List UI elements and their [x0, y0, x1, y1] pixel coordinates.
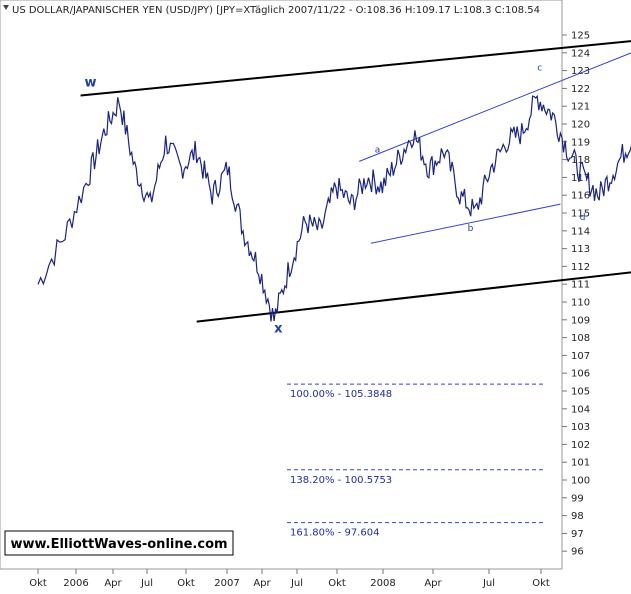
wave-label: c — [537, 64, 542, 74]
fib-level-label: 138.20% - 100.5753 — [290, 475, 392, 486]
y-tick-label: 106 — [571, 369, 590, 380]
y-tick-label: 110 — [571, 298, 590, 309]
fib-level-label: 100.00% - 105.3848 — [290, 389, 392, 400]
trendline — [80, 40, 631, 97]
y-tick-label: 98 — [571, 511, 584, 522]
wave-label: a — [375, 145, 381, 155]
y-tick-label: 117 — [571, 173, 590, 184]
y-tick-label: 100 — [571, 476, 590, 487]
wave-label: b — [468, 224, 474, 234]
x-tick-label: Okt — [328, 578, 346, 589]
wave-label: d — [580, 213, 586, 223]
y-tick-label: 114 — [571, 226, 590, 237]
x-tick-label: 2006 — [63, 578, 88, 589]
trendlines — [80, 40, 631, 323]
y-tick-label: 104 — [571, 404, 590, 415]
x-tick-label: Jul — [290, 578, 303, 589]
fib-level-label: 161.80% - 97.604 — [290, 528, 379, 539]
y-tick-label: 125 — [571, 31, 590, 42]
x-tick-label: Okt — [177, 578, 195, 589]
y-tick-label: 105 — [571, 387, 590, 398]
y-tick-label: 101 — [571, 458, 590, 469]
x-tick-label: 2008 — [370, 578, 395, 589]
y-tick-label: 121 — [571, 102, 590, 113]
y-tick-label: 108 — [571, 333, 590, 344]
x-tick-label: Apr — [104, 578, 122, 589]
y-tick-label: 113 — [571, 244, 590, 255]
watermark-box: www.ElliottWaves-online.com — [4, 530, 234, 556]
wave-label: x — [274, 321, 283, 336]
y-tick-label: 120 — [571, 120, 590, 131]
y-tick-label: 111 — [571, 280, 590, 291]
chart-interval: Täglich — [249, 5, 285, 16]
y-tick-label: 118 — [571, 155, 590, 166]
fibonacci-levels: 100.00% - 105.3848 138.20% - 100.5753 161.… — [287, 383, 545, 539]
y-tick-label: 107 — [571, 351, 590, 362]
y-tick-label: 96 — [571, 547, 584, 558]
y-tick-label: 123 — [571, 66, 590, 77]
y-tick-label: 109 — [571, 315, 590, 326]
collapse-triangle-icon[interactable] — [3, 5, 9, 10]
y-tick-label: 119 — [571, 137, 590, 148]
trendline — [370, 203, 561, 244]
x-axis: Okt 2006 Apr Jul Okt 2007 Apr Jul Okt 2008 Apr Jul O… — [29, 569, 550, 589]
y-tick-label: 99 — [571, 493, 584, 504]
x-tick-label: Okt — [532, 578, 550, 589]
x-tick-label: Jul — [140, 578, 153, 589]
wave-label: w — [84, 76, 96, 91]
x-tick-label: Apr — [253, 578, 271, 589]
y-tick-label: 97 — [571, 529, 584, 540]
x-tick-label: Okt — [29, 578, 47, 589]
y-axis: 96 97 98 99 100 101 102 103 104 105 106 107 108 109 11… — [562, 31, 590, 558]
x-tick-label: Apr — [424, 578, 442, 589]
watermark-text: www.ElliottWaves-online.com — [10, 537, 227, 552]
chart-header: US DOLLAR/JAPANISCHER YEN (USD/JPY) [JPY… — [3, 5, 540, 16]
y-tick-label: 124 — [571, 48, 590, 59]
y-tick-label: 102 — [571, 440, 590, 451]
y-tick-label: 116 — [571, 191, 590, 202]
chart-quote: 2007/11/22 - O:108.36 H:109.17 L:108.3 C… — [288, 5, 540, 16]
trendline — [196, 271, 631, 323]
price-line — [37, 94, 631, 322]
price-series — [37, 94, 631, 322]
y-tick-label: 115 — [571, 209, 590, 220]
y-tick-label: 112 — [571, 262, 590, 273]
x-tick-label: Jul — [482, 578, 495, 589]
chart-title: US DOLLAR/JAPANISCHER YEN (USD/JPY) [JPY… — [12, 5, 250, 16]
wave-labels: wxyeIVeabcd12iii — [84, 64, 586, 337]
y-tick-label: 122 — [571, 84, 590, 95]
y-tick-label: 103 — [571, 422, 590, 433]
x-tick-label: 2007 — [214, 578, 239, 589]
trendline — [359, 52, 631, 162]
